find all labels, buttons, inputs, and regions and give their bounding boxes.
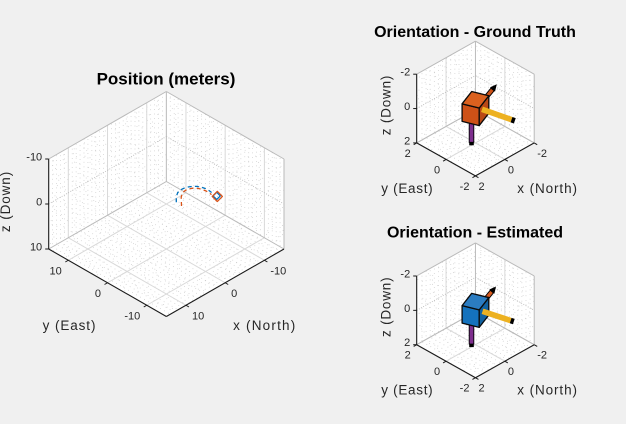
svg-text:-2: -2: [400, 268, 410, 280]
svg-text:0: 0: [508, 366, 514, 378]
svg-text:2: 2: [405, 350, 411, 362]
svg-text:10: 10: [192, 310, 204, 322]
svg-text:Orientation - Ground Truth: Orientation - Ground Truth: [374, 24, 576, 41]
svg-text:0: 0: [231, 288, 237, 300]
svg-text:y (East): y (East): [43, 318, 97, 333]
svg-text:0: 0: [404, 303, 410, 315]
svg-text:y (East): y (East): [381, 383, 433, 398]
svg-text:0: 0: [36, 197, 42, 209]
svg-text:-10: -10: [124, 310, 140, 322]
svg-text:x (North): x (North): [233, 318, 296, 333]
svg-text:x (North): x (North): [517, 383, 578, 398]
svg-text:-2: -2: [537, 350, 547, 362]
svg-text:2: 2: [478, 383, 484, 395]
svg-text:-2: -2: [460, 383, 470, 395]
svg-text:2: 2: [404, 135, 410, 147]
svg-text:x (North): x (North): [517, 181, 578, 196]
svg-text:z (Down): z (Down): [379, 75, 394, 135]
svg-text:-10: -10: [270, 265, 286, 277]
svg-text:0: 0: [434, 366, 440, 378]
svg-text:-2: -2: [537, 148, 547, 160]
svg-text:0: 0: [434, 164, 440, 176]
svg-text:10: 10: [50, 265, 62, 277]
svg-text:0: 0: [404, 101, 410, 113]
svg-text:0: 0: [95, 288, 101, 300]
svg-text:2: 2: [478, 181, 484, 193]
svg-text:y (East): y (East): [381, 181, 433, 196]
svg-text:Orientation - Estimated: Orientation - Estimated: [387, 225, 563, 242]
svg-text:10: 10: [30, 242, 42, 254]
svg-text:z (Down): z (Down): [379, 277, 394, 337]
svg-text:0: 0: [508, 164, 514, 176]
svg-text:-2: -2: [400, 67, 410, 79]
svg-text:2: 2: [405, 148, 411, 160]
svg-text:Position (meters): Position (meters): [97, 69, 236, 88]
svg-text:2: 2: [404, 337, 410, 349]
svg-text:-10: -10: [26, 152, 42, 164]
svg-text:z (Down): z (Down): [0, 171, 13, 232]
svg-text:-2: -2: [460, 181, 470, 193]
